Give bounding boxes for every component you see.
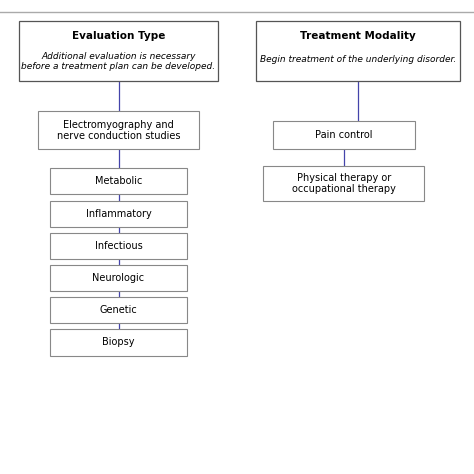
Text: Inflammatory: Inflammatory [86, 209, 151, 219]
Text: Electromyography and
nerve conduction studies: Electromyography and nerve conduction st… [57, 119, 180, 141]
Text: Neurologic: Neurologic [92, 273, 145, 283]
Text: Infectious: Infectious [95, 241, 142, 251]
FancyBboxPatch shape [19, 21, 218, 81]
FancyBboxPatch shape [263, 166, 424, 201]
FancyBboxPatch shape [256, 21, 460, 81]
FancyBboxPatch shape [50, 201, 187, 227]
Text: Additional evaluation is necessary
before a treatment plan can be developed.: Additional evaluation is necessary befor… [21, 52, 216, 71]
Text: Evaluation Type: Evaluation Type [72, 31, 165, 42]
FancyBboxPatch shape [50, 329, 187, 356]
Text: Metabolic: Metabolic [95, 176, 142, 186]
Text: Biopsy: Biopsy [102, 337, 135, 347]
Text: Begin treatment of the underlying disorder.: Begin treatment of the underlying disord… [260, 55, 456, 64]
FancyBboxPatch shape [273, 121, 415, 149]
FancyBboxPatch shape [50, 265, 187, 291]
Text: Treatment Modality: Treatment Modality [300, 31, 416, 42]
FancyBboxPatch shape [50, 168, 187, 194]
FancyBboxPatch shape [50, 233, 187, 259]
Text: Physical therapy or
occupational therapy: Physical therapy or occupational therapy [292, 173, 396, 194]
Text: Pain control: Pain control [315, 130, 373, 140]
FancyBboxPatch shape [38, 111, 199, 149]
Text: Genetic: Genetic [100, 305, 137, 315]
FancyBboxPatch shape [50, 297, 187, 323]
